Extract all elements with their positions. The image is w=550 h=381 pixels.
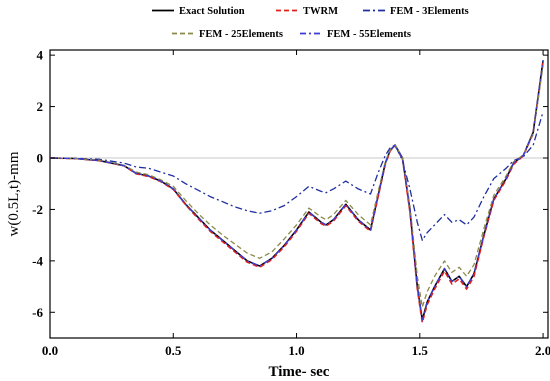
x-tick-label: 0.5 — [165, 343, 182, 358]
y-tick-label: 4 — [37, 48, 44, 63]
y-tick-label: -4 — [32, 253, 43, 268]
x-tick-label: 1.5 — [412, 343, 429, 358]
plot-frame — [49, 49, 549, 339]
x-tick-label: 1.0 — [288, 343, 304, 358]
series-layer — [49, 60, 544, 324]
legend-label: TWRM — [303, 6, 338, 17]
legend-label: FEM - 25Elements — [199, 29, 283, 40]
legend-label: FEM - 3Elements — [390, 6, 469, 17]
y-tick-label: 0 — [37, 151, 44, 166]
y-tick-label: -6 — [32, 305, 43, 320]
axis-ticks: 0.0 0.5 1.0 1.5 2.0 4 2 0 -2 -4 -6 — [32, 48, 550, 358]
series-line-fem-55elements — [49, 60, 544, 321]
series-line-fem-25elements — [49, 65, 544, 308]
x-axis-title: Time- sec — [269, 364, 330, 380]
x-tick-label: 0.0 — [42, 343, 58, 358]
legend-label: Exact Solution — [179, 6, 245, 17]
y-tick-label: 2 — [37, 99, 44, 114]
legend: Exact Solution TWRM FEM - 3Elements FEM - 2… — [152, 6, 469, 40]
legend-label: FEM - 55Elements — [327, 29, 411, 40]
series-line-fem-3elements — [49, 111, 544, 241]
y-tick-label: -2 — [32, 202, 43, 217]
x-tick-label: 2.0 — [535, 343, 550, 358]
y-axis-title: w(0.5L,t)-mm — [6, 151, 22, 236]
